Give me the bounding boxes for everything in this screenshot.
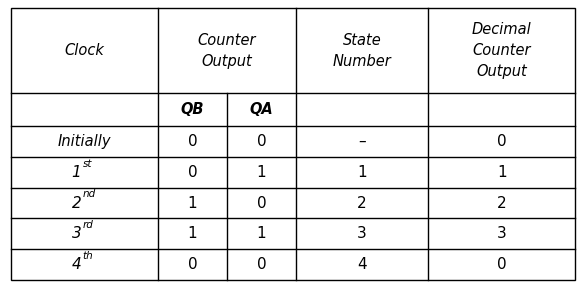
- Text: 3: 3: [357, 226, 367, 241]
- Text: State
Number: State Number: [333, 33, 391, 69]
- Text: 1: 1: [188, 196, 197, 211]
- Text: –: –: [358, 134, 366, 149]
- Text: 0: 0: [188, 165, 197, 180]
- Text: QA: QA: [250, 102, 274, 117]
- Text: 4: 4: [357, 257, 367, 272]
- Text: nd: nd: [83, 190, 96, 199]
- Text: 1: 1: [357, 165, 367, 180]
- Text: Counter
Output: Counter Output: [198, 33, 256, 69]
- Text: st: st: [83, 159, 92, 169]
- Text: 4: 4: [71, 257, 81, 272]
- Text: 1: 1: [257, 165, 267, 180]
- Text: 0: 0: [188, 257, 197, 272]
- Text: QB: QB: [181, 102, 205, 117]
- Text: 0: 0: [257, 196, 267, 211]
- Text: 2: 2: [71, 196, 81, 211]
- Text: Initially: Initially: [57, 134, 111, 149]
- Text: th: th: [83, 251, 93, 261]
- Text: Clock: Clock: [64, 43, 104, 58]
- Text: 0: 0: [188, 134, 197, 149]
- Text: 1: 1: [71, 165, 81, 180]
- Text: 2: 2: [357, 196, 367, 211]
- Text: 1: 1: [188, 226, 197, 241]
- Text: 0: 0: [257, 257, 267, 272]
- Text: Decimal
Counter
Output: Decimal Counter Output: [472, 22, 532, 79]
- Text: 0: 0: [497, 134, 506, 149]
- Text: 0: 0: [257, 134, 267, 149]
- Text: 1: 1: [257, 226, 267, 241]
- Text: 1: 1: [497, 165, 506, 180]
- Text: 2: 2: [497, 196, 506, 211]
- Text: rd: rd: [83, 220, 93, 230]
- Text: 3: 3: [497, 226, 506, 241]
- Text: 3: 3: [71, 226, 81, 241]
- Text: 0: 0: [497, 257, 506, 272]
